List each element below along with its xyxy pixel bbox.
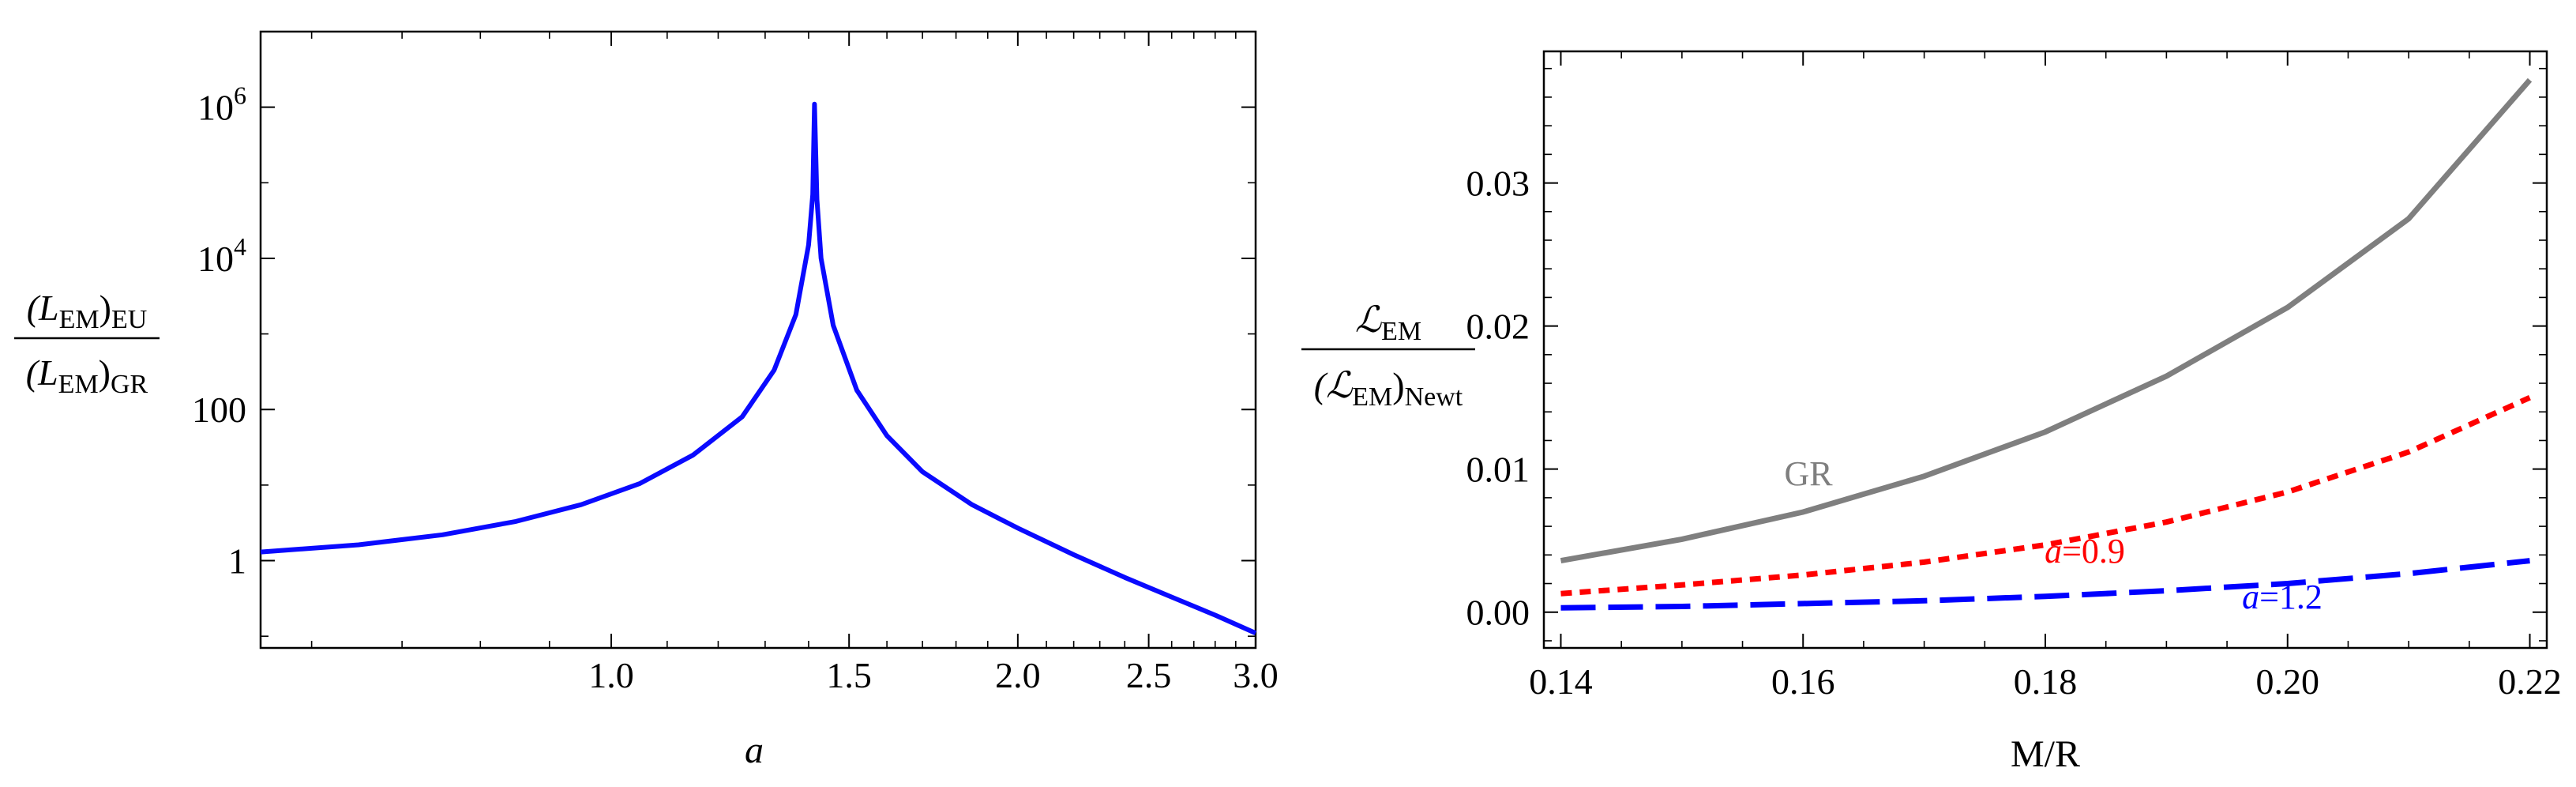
left-ylabel-numerator: (LEM)EU [27, 288, 148, 334]
right-y-tick-label: 0.00 [1466, 593, 1530, 633]
left-y-tick-label: 106 [197, 81, 246, 128]
left-x-tick-label: 3.0 [1233, 655, 1279, 695]
right-y-tick-label: 0.01 [1466, 450, 1530, 490]
left-ylabel-denominator: (LEM)GR [26, 352, 148, 399]
right-x-tick-label: 0.16 [1771, 661, 1835, 702]
a12-annotation: a=1.2 [2242, 578, 2323, 616]
right-ylabel-denominator: (ℒEM)Newt [1314, 365, 1463, 412]
left-tick-labels: 1.0 1.5 2.0 2.5 3.0 1 100 104 106 [192, 81, 1279, 695]
left-plot-frame [259, 30, 1257, 650]
right-x-tick-label: 0.14 [1529, 661, 1593, 702]
gr-annotation: GR [1784, 454, 1833, 493]
left-y-axis-title: (LEM)EU (LEM)GR [14, 288, 160, 399]
right-x-tick-label: 0.22 [2498, 661, 2562, 702]
a12-series-line [1560, 558, 2530, 611]
left-x-axis-title: a [745, 729, 764, 771]
right-y-tick-label: 0.03 [1466, 164, 1530, 204]
right-x-axis-title: M/R [2011, 733, 2080, 775]
left-y-tick-label: 1 [228, 541, 246, 582]
left-y-tick-label: 104 [197, 232, 246, 279]
right-ticks [1544, 51, 2547, 648]
left-ticks [261, 32, 1256, 648]
left-series-line [260, 101, 1257, 635]
gr-series-line [1560, 77, 2533, 564]
left-panel: 1.0 1.5 2.0 2.5 3.0 1 100 104 106 a (LEM)EU (LEM… [14, 30, 1279, 771]
right-y-tick-label: 0.02 [1466, 307, 1530, 347]
right-tick-labels: 0.14 0.16 0.18 0.20 0.22 0.00 0.01 0.02 0.03 [1466, 164, 2562, 702]
a09-series-line [1560, 395, 2531, 597]
a09-annotation: a=0.9 [2045, 532, 2125, 570]
right-ylabel-numerator: ℒEM [1355, 299, 1421, 346]
left-x-tick-label: 2.5 [1126, 655, 1172, 695]
right-x-tick-label: 0.18 [2014, 661, 2078, 702]
left-x-tick-label: 1.5 [826, 655, 872, 695]
right-x-tick-label: 0.20 [2256, 661, 2320, 702]
left-x-tick-label: 1.0 [588, 655, 634, 695]
left-x-tick-label: 2.0 [995, 655, 1041, 695]
right-y-axis-title: ℒEM (ℒEM)Newt [1301, 299, 1475, 412]
left-y-tick-label: 100 [192, 390, 246, 430]
right-panel: 0.14 0.16 0.18 0.20 0.220.000.010.020.03 GR … [1301, 50, 2562, 775]
